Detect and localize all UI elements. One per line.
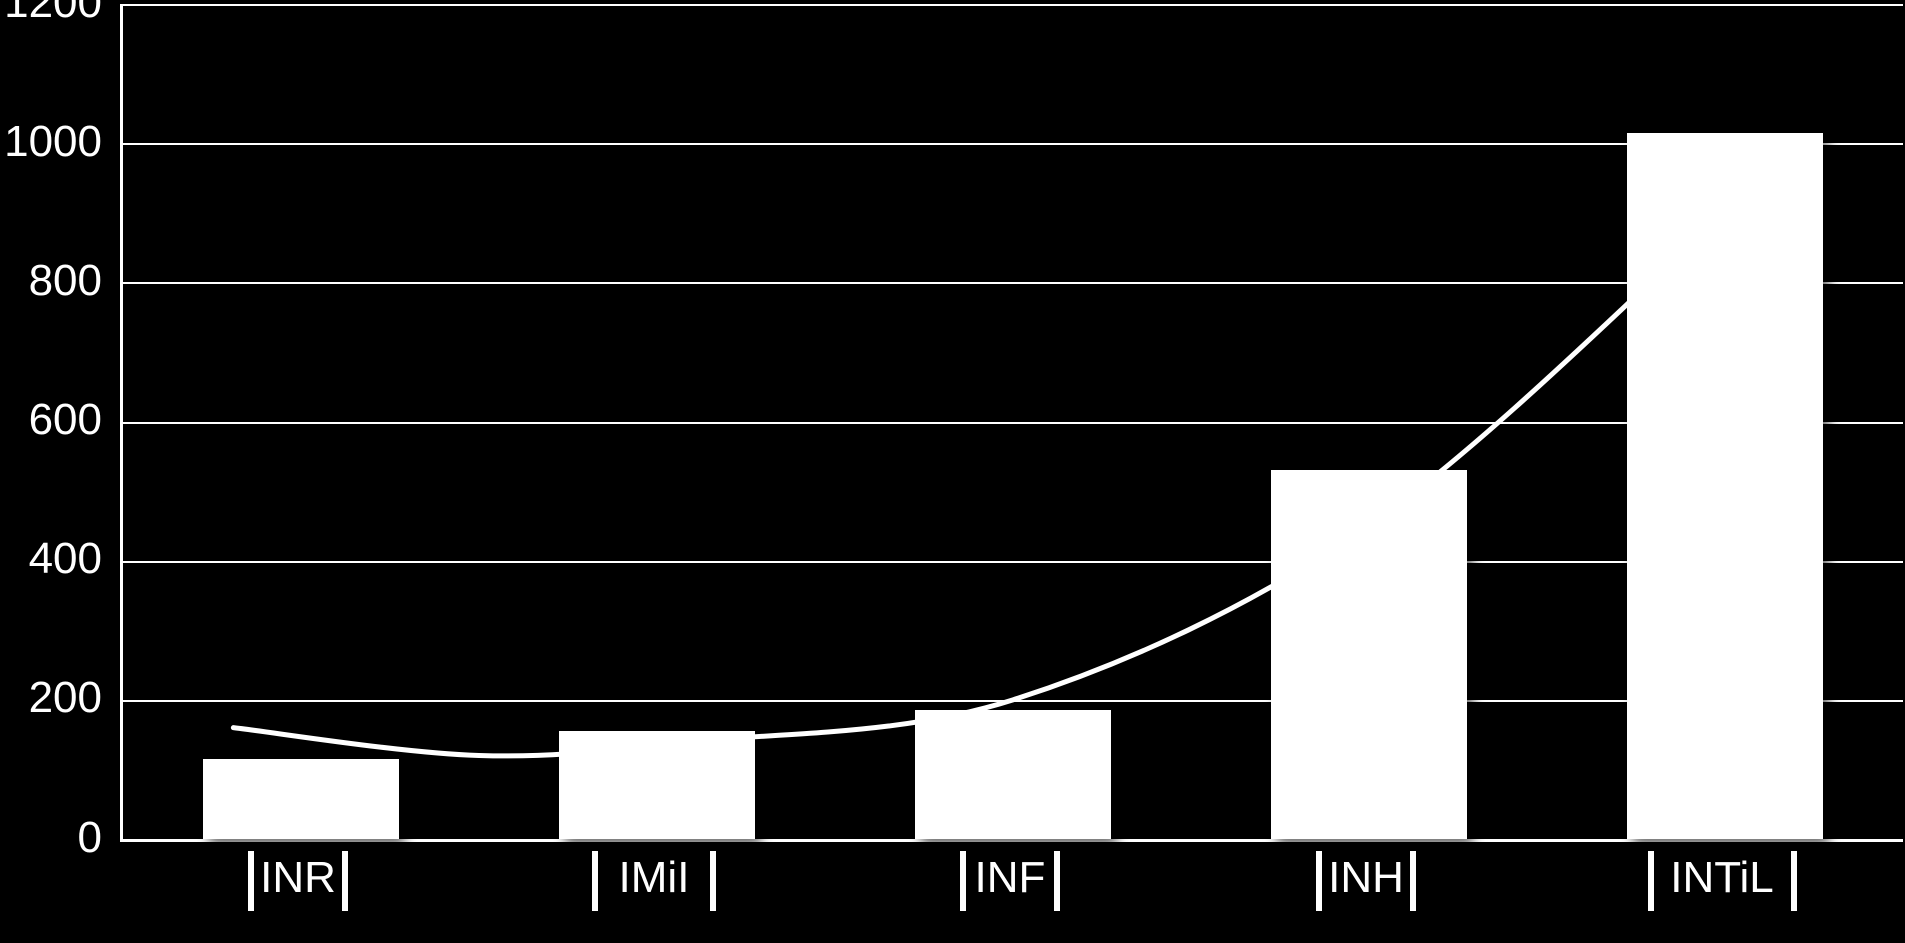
xtick-label: INF bbox=[910, 853, 1110, 903]
xtick-mark bbox=[710, 851, 716, 911]
ytick-label: 400 bbox=[0, 534, 102, 584]
xtick-mark bbox=[1316, 851, 1322, 911]
xtick-mark bbox=[592, 851, 598, 911]
bar bbox=[1271, 470, 1467, 839]
ytick-label: 0 bbox=[0, 813, 102, 863]
xtick-label: INR bbox=[198, 853, 398, 903]
ytick-label: 200 bbox=[0, 673, 102, 723]
xtick-mark bbox=[960, 851, 966, 911]
gridline bbox=[123, 4, 1903, 6]
xtick-mark bbox=[1648, 851, 1654, 911]
xtick-mark bbox=[248, 851, 254, 911]
xtick-label: IMiI bbox=[554, 853, 754, 903]
ytick-label: 800 bbox=[0, 256, 102, 306]
ytick-label: 1200 bbox=[0, 0, 102, 28]
xtick-label: INH bbox=[1266, 853, 1466, 903]
bar-chart: 020040060080010001200INRIMiIINFINHINTiL bbox=[0, 0, 1905, 943]
bar bbox=[559, 731, 755, 839]
xtick-mark bbox=[1410, 851, 1416, 911]
ytick-label: 600 bbox=[0, 395, 102, 445]
bar bbox=[1627, 133, 1823, 839]
xtick-mark bbox=[342, 851, 348, 911]
xtick-mark bbox=[1054, 851, 1060, 911]
bar bbox=[203, 759, 399, 839]
plot-area bbox=[120, 4, 1903, 842]
xtick-mark bbox=[1791, 851, 1797, 911]
bar bbox=[915, 710, 1111, 839]
ytick-label: 1000 bbox=[0, 117, 102, 167]
